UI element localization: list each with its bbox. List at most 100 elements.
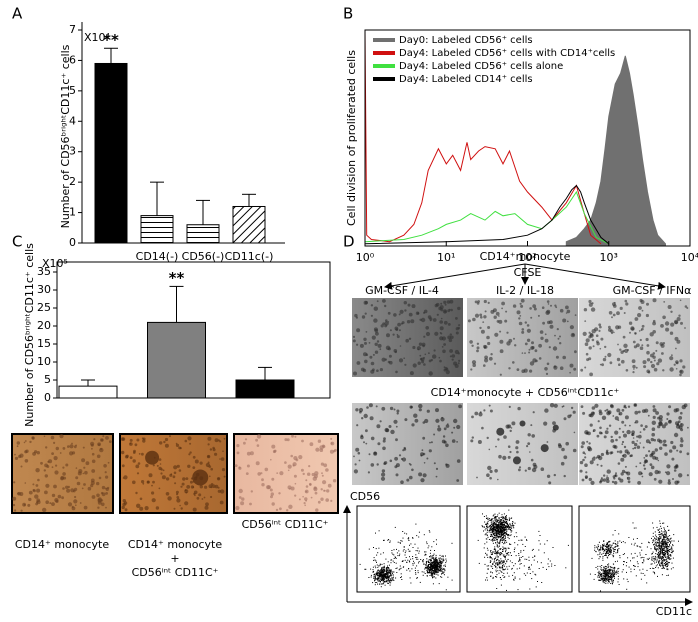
flow-event [516, 536, 517, 537]
flow-event [653, 527, 654, 528]
flow-event [669, 545, 670, 546]
cell [549, 346, 551, 348]
flow-event [503, 549, 504, 550]
cell [276, 509, 278, 511]
cell [65, 464, 68, 467]
flow-event [603, 575, 604, 576]
flow-event [606, 579, 607, 580]
flow-event [654, 563, 655, 564]
cell [301, 440, 304, 443]
flow-event [664, 554, 665, 555]
flow-event [596, 567, 597, 568]
cell [441, 318, 443, 320]
flow-event [396, 563, 397, 564]
flow-event [651, 548, 652, 549]
cell [634, 447, 636, 449]
flow-event [506, 553, 507, 554]
cell [364, 301, 368, 305]
cell [672, 478, 674, 480]
cell [270, 495, 273, 498]
cell [531, 434, 535, 438]
flow-event [496, 562, 497, 563]
flow-event [440, 571, 441, 572]
cell [471, 345, 473, 347]
flow-event [496, 523, 497, 524]
cell [656, 341, 659, 344]
cell [122, 506, 125, 509]
cell [652, 356, 655, 359]
flow-event [602, 547, 603, 548]
flow-event [424, 551, 425, 552]
cell [663, 440, 666, 443]
cell [481, 427, 484, 430]
bar [187, 225, 219, 243]
flow-event [384, 578, 385, 579]
cell [384, 305, 386, 307]
flow-event [605, 568, 606, 569]
flow-event [661, 546, 662, 547]
flow-event [526, 540, 527, 541]
cell [162, 475, 166, 479]
flow-event [502, 547, 503, 548]
cell [364, 414, 368, 418]
cell [324, 490, 326, 492]
flow-event [654, 549, 655, 550]
cell [139, 453, 141, 455]
flow-event [659, 565, 660, 566]
cell [321, 472, 323, 474]
flow-event [658, 534, 659, 535]
cell [637, 481, 641, 485]
flow-event [661, 528, 662, 529]
cell [122, 437, 125, 440]
cell [646, 314, 649, 317]
flow-event [491, 540, 492, 541]
flow-event [380, 564, 381, 565]
cell [636, 367, 638, 369]
cell [501, 302, 505, 306]
flow-event [634, 557, 635, 558]
flow-event [488, 518, 489, 519]
flow-event [662, 523, 663, 524]
flow-event [415, 524, 416, 525]
cell [592, 339, 595, 342]
micrograph [12, 434, 113, 513]
flow-event [508, 510, 509, 511]
flow-event [438, 568, 439, 569]
flow-event [397, 568, 398, 569]
flow-event [492, 523, 493, 524]
cell [169, 474, 172, 477]
flow-event [617, 568, 618, 569]
flow-event [402, 561, 403, 562]
flow-event [600, 552, 601, 553]
flow-event [541, 582, 542, 583]
flow-event [656, 565, 657, 566]
cell [528, 433, 531, 436]
flow-event [494, 520, 495, 521]
cell [394, 409, 396, 411]
flow-event [390, 580, 391, 581]
cell [678, 473, 682, 477]
cell [554, 404, 558, 408]
cell [609, 311, 613, 315]
flow-event [668, 575, 669, 576]
flow-event [495, 550, 496, 551]
cell [547, 363, 550, 366]
cell [437, 314, 439, 316]
flow-event [435, 557, 436, 558]
flow-event [661, 543, 662, 544]
flow-event [617, 561, 618, 562]
flow-event [445, 565, 446, 566]
flow-event [433, 558, 434, 559]
flow-event [609, 554, 610, 555]
cell [518, 317, 520, 319]
cell [648, 415, 650, 417]
flow-event [670, 559, 671, 560]
flow-event [506, 521, 507, 522]
flow-event [603, 573, 604, 574]
cell [365, 313, 367, 315]
cell [305, 479, 307, 481]
flow-event [444, 570, 445, 571]
cell [589, 478, 592, 481]
cell [255, 439, 258, 442]
flow-event [500, 558, 501, 559]
